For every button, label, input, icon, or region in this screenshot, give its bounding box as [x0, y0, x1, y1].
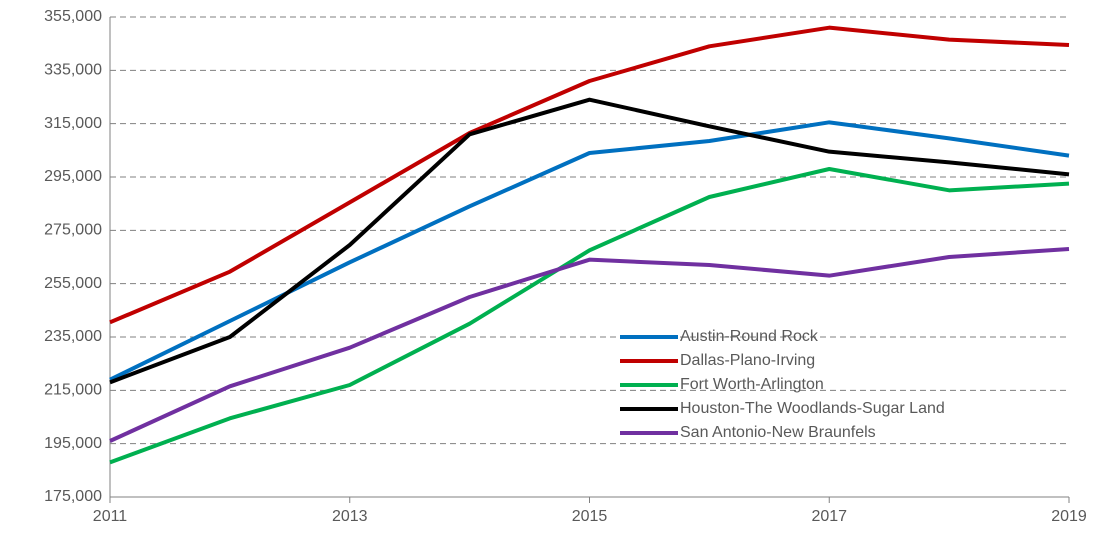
legend-label: San Antonio-New Braunfels [680, 424, 876, 441]
legend-label: Houston-The Woodlands-Sugar Land [680, 400, 945, 417]
x-tick-label: 2019 [1051, 508, 1087, 525]
y-tick-label: 275,000 [44, 222, 102, 239]
series-line [109, 247, 1070, 443]
series-line [109, 167, 1070, 465]
y-tick-label: 195,000 [44, 435, 102, 452]
series-line [109, 97, 1070, 385]
y-tick-label: 235,000 [44, 328, 102, 345]
y-tick-label: 215,000 [44, 382, 102, 399]
series-line [109, 25, 1070, 325]
x-tick-label: 2015 [572, 508, 608, 525]
legend-label: Dallas-Plano-Irving [680, 352, 815, 369]
y-tick-label: 315,000 [44, 115, 102, 132]
y-tick-label: 295,000 [44, 168, 102, 185]
x-tick-label: 2017 [811, 508, 847, 525]
x-tick-label: 2013 [332, 508, 368, 525]
y-tick-label: 255,000 [44, 275, 102, 292]
legend-label: Fort Worth-Arlington [680, 376, 824, 393]
x-tick-label: 2011 [93, 508, 128, 525]
y-tick-label: 355,000 [44, 8, 102, 25]
y-tick-label: 335,000 [44, 62, 102, 79]
series-line [109, 120, 1070, 382]
y-tick-label: 175,000 [44, 488, 102, 505]
legend-label: Austin-Round Rock [680, 328, 819, 345]
